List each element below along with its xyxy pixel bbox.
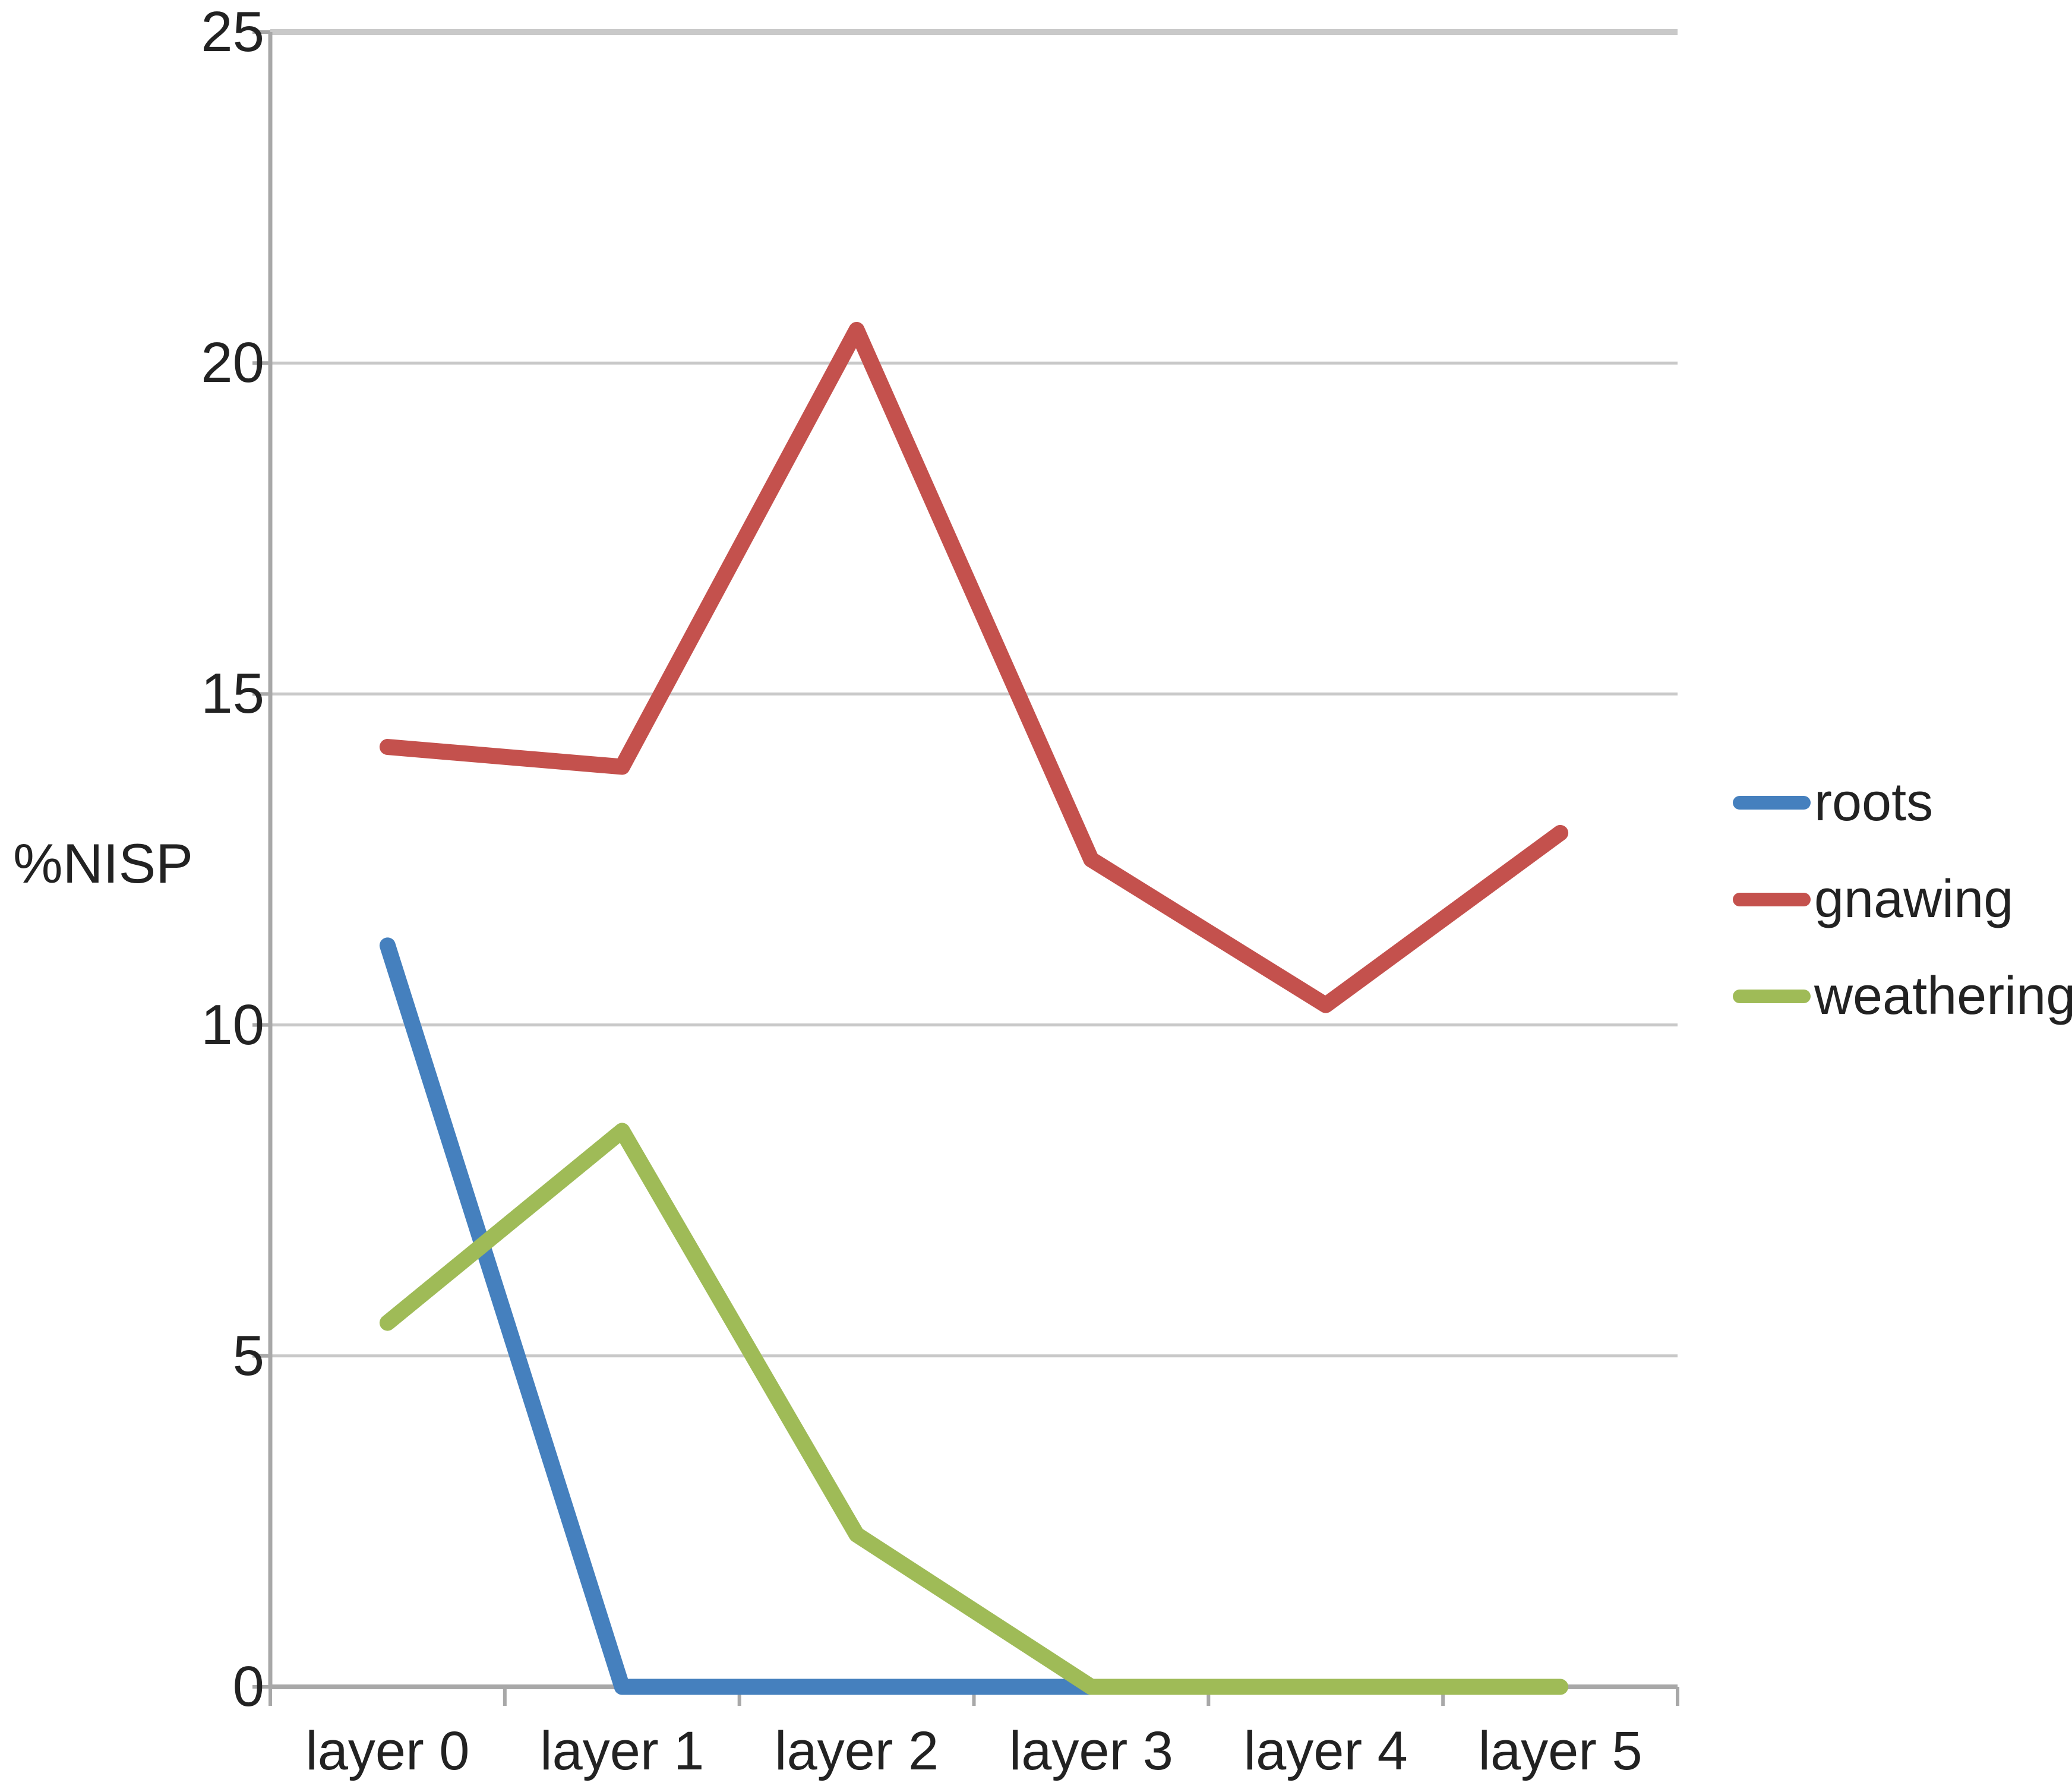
legend-swatch-weathering	[1733, 989, 1811, 1003]
y-tick-label-0: 0	[232, 1655, 264, 1718]
legend-label-gnawing: gnawing	[1814, 869, 2014, 929]
x-tick-label-0: layer 0	[305, 1721, 470, 1781]
x-tick-label-5: layer 5	[1478, 1721, 1643, 1781]
x-tick-label-4: layer 4	[1243, 1721, 1408, 1781]
series-line-weathering	[379, 1123, 1569, 1695]
legend-swatch-roots	[1733, 795, 1811, 810]
legend-label-roots: roots	[1814, 772, 1934, 832]
y-tick-label-20: 20	[201, 331, 264, 395]
x-tick-label-2: layer 2	[775, 1721, 939, 1781]
x-tick-label-3: layer 3	[1009, 1721, 1173, 1781]
y-tick-label-25: 25	[201, 0, 264, 64]
legend-item-weathering: weathering	[1733, 959, 2072, 1033]
y-tick-label-15: 15	[201, 662, 264, 726]
y-axis-title: %NISP	[13, 832, 193, 894]
series-line-roots	[379, 937, 1100, 1695]
legend-item-roots: roots	[1733, 766, 1933, 839]
legend-swatch-gnawing	[1733, 892, 1811, 906]
series-line-gnawing	[379, 321, 1569, 1013]
legend-item-gnawing: gnawing	[1733, 862, 2013, 936]
y-tick-label-5: 5	[232, 1323, 264, 1387]
legend-label-weathering: weathering	[1814, 966, 2072, 1026]
x-tick-label-1: layer 1	[540, 1721, 705, 1781]
y-tick-label-10: 10	[201, 993, 264, 1057]
